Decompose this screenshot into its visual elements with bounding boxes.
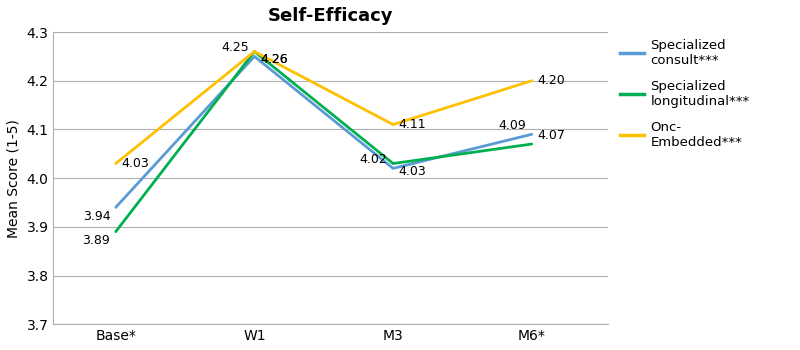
Text: 3.94: 3.94 <box>82 210 110 223</box>
Title: Self-Efficacy: Self-Efficacy <box>268 7 394 25</box>
Text: 4.07: 4.07 <box>538 129 565 142</box>
Y-axis label: Mean Score (1-5): Mean Score (1-5) <box>7 119 21 238</box>
Text: 4.09: 4.09 <box>498 119 526 132</box>
Legend: Specialized
consult***, Specialized
longitudinal***, Onc-
Embedded***: Specialized consult***, Specialized long… <box>620 38 750 149</box>
Text: 4.26: 4.26 <box>260 54 287 66</box>
Text: 4.03: 4.03 <box>398 166 426 178</box>
Text: 4.26: 4.26 <box>260 54 287 66</box>
Text: 4.25: 4.25 <box>221 41 249 54</box>
Text: 4.03: 4.03 <box>122 157 149 170</box>
Text: 3.89: 3.89 <box>82 234 110 247</box>
Text: 4.02: 4.02 <box>360 153 387 166</box>
Text: 4.20: 4.20 <box>538 74 565 87</box>
Text: 4.11: 4.11 <box>398 118 426 131</box>
